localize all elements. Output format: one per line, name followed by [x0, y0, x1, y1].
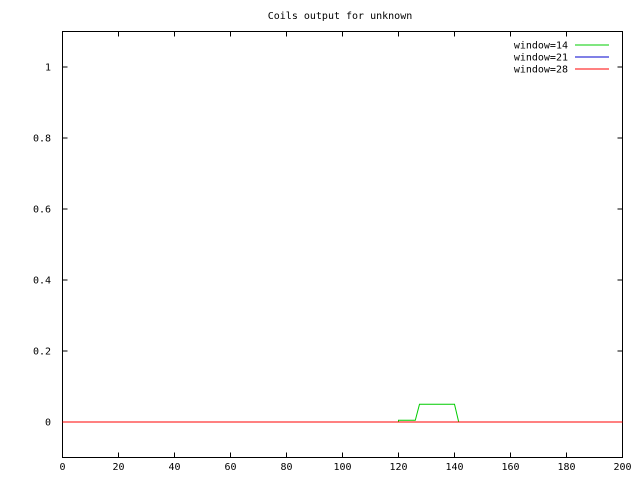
legend-label: window=14: [514, 41, 568, 52]
series-line-window-14: [62, 403, 623, 423]
y-tick-label: 0.4: [33, 276, 51, 287]
x-tick-label: 60: [224, 462, 236, 473]
y-tick-label: 0.8: [33, 134, 51, 145]
y-tick-label: 0.6: [33, 205, 51, 216]
y-axis: 0 0.2 0.4 0.6 0.8 1: [33, 63, 623, 429]
x-tick-label: 120: [389, 462, 407, 473]
y-tick-label: 0.2: [33, 347, 51, 358]
series-group: [62, 403, 623, 423]
x-tick-label: 100: [333, 462, 351, 473]
x-tick-label: 0: [59, 462, 65, 473]
x-tick-label: 200: [613, 462, 631, 473]
legend-label: window=21: [514, 53, 568, 64]
chart-title: Coils output for unknown: [268, 11, 413, 22]
x-tick-label: 40: [168, 462, 180, 473]
x-tick-label: 160: [501, 462, 519, 473]
plot-frame: [62, 31, 623, 458]
x-tick-label: 180: [557, 462, 575, 473]
legend-label: window=28: [514, 65, 568, 76]
x-tick-label: 140: [445, 462, 463, 473]
x-axis: 0 20 40 60 80 100 120 140 160 180 200: [59, 31, 632, 473]
y-tick-label: 1: [45, 63, 51, 74]
y-tick-label: 0: [45, 418, 51, 429]
x-tick-label: 20: [112, 462, 124, 473]
x-tick-label: 80: [280, 462, 292, 473]
